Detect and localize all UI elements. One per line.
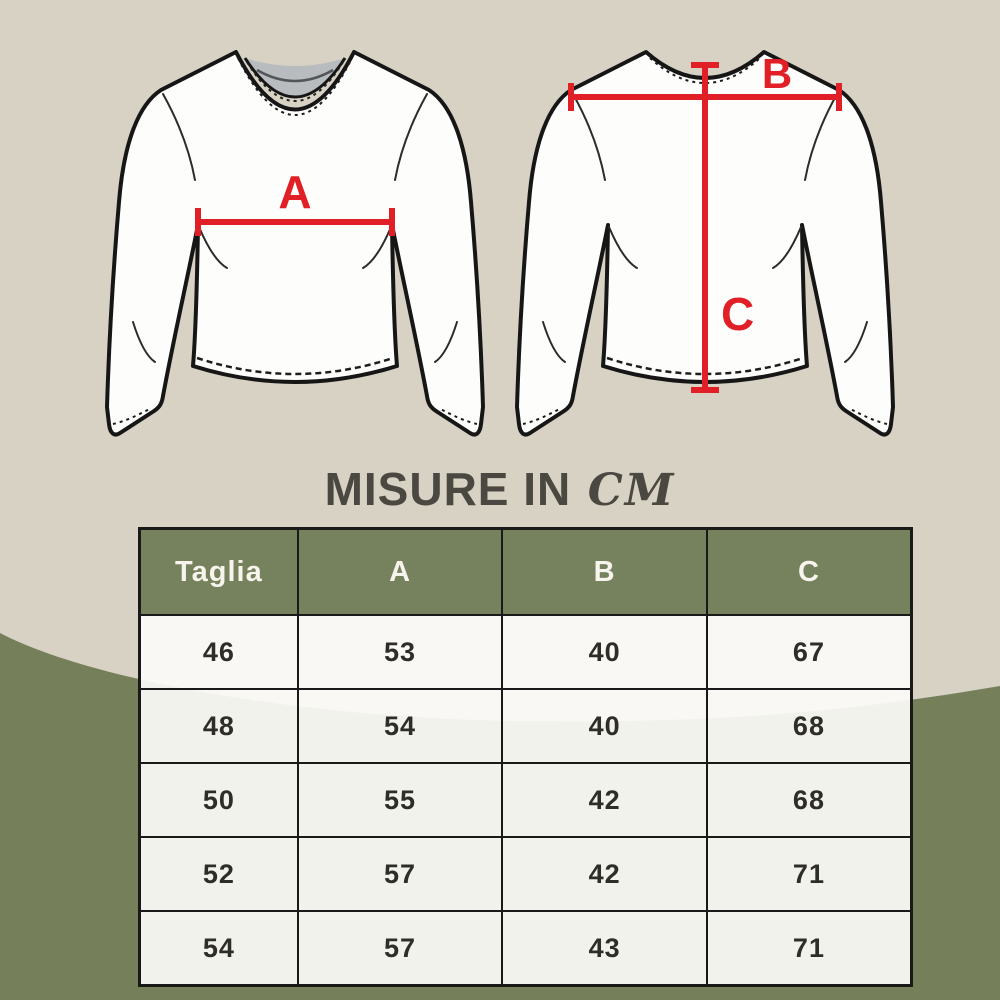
- back-garment-illustration: B C: [515, 50, 895, 437]
- back-left-forearm-crease: [542, 321, 566, 363]
- size-cell: 48: [138, 688, 299, 764]
- back-right-forearm-crease: [844, 321, 868, 363]
- measure-label-b: B: [762, 50, 792, 97]
- size-cell: 57: [296, 910, 504, 987]
- back-hem-stitching: [606, 356, 804, 376]
- col-header-taglia: Taglia: [138, 527, 299, 616]
- measure-label-c: C: [721, 288, 754, 340]
- size-cell: 46: [138, 614, 299, 690]
- title-text: MISURE IN: [324, 463, 572, 515]
- col-header-c: C: [705, 527, 913, 616]
- back-right-sleeve-crease: [804, 93, 838, 181]
- table-row: 46 53 40 67: [138, 614, 913, 690]
- front-right-cuff-stitching: [438, 407, 478, 425]
- size-cell: 67: [705, 614, 913, 690]
- size-cell: 55: [296, 762, 504, 838]
- front-left-sleeve-crease: [162, 93, 196, 181]
- size-table-container: Taglia A B C 46 53 40 67 48 54 40 68 50 55 42 68 52 5…: [138, 527, 913, 987]
- size-table-header: Taglia A B C: [138, 527, 913, 616]
- back-right-cuff-stitching: [848, 407, 888, 425]
- chest-width-measure: A: [195, 166, 395, 236]
- title-unit: CM: [587, 465, 676, 516]
- size-cell: 57: [296, 836, 504, 912]
- size-cell: 43: [501, 910, 708, 987]
- front-garment-illustration: A: [105, 50, 485, 437]
- back-right-underarm-crease: [772, 226, 802, 269]
- size-cell: 71: [705, 836, 913, 912]
- length-measure: C: [691, 62, 754, 393]
- size-cell: 40: [501, 688, 708, 764]
- back-left-underarm-crease: [608, 226, 638, 269]
- measure-label-a: A: [278, 166, 311, 218]
- front-right-forearm-crease: [434, 321, 458, 363]
- header-row: Taglia A B C: [138, 527, 913, 616]
- size-cell: 40: [501, 614, 708, 690]
- col-header-b: B: [501, 527, 708, 616]
- front-right-sleeve-crease: [394, 93, 428, 181]
- size-cell: 42: [501, 762, 708, 838]
- col-header-a: A: [296, 527, 504, 616]
- front-garment-silhouette: [105, 50, 485, 437]
- front-collar-stitching-outer: [237, 57, 353, 116]
- size-table: Taglia A B C 46 53 40 67 48 54 40 68 50 55 42 68 52 5…: [138, 527, 913, 987]
- size-table-body: 46 53 40 67 48 54 40 68 50 55 42 68 52 57 42 71 54 57 43 71: [138, 614, 913, 987]
- size-cell: 68: [705, 762, 913, 838]
- front-left-underarm-crease: [198, 226, 228, 269]
- back-neck-stitching: [649, 57, 761, 84]
- size-cell: 71: [705, 910, 913, 987]
- table-row: 48 54 40 68: [138, 688, 913, 764]
- front-neck-seam: [256, 68, 334, 83]
- size-cell: 53: [296, 614, 504, 690]
- size-cell: 54: [296, 688, 504, 764]
- size-cell: 42: [501, 836, 708, 912]
- table-row: 52 57 42 71: [138, 836, 913, 912]
- front-collar-stitching-inner: [246, 61, 344, 102]
- front-left-cuff-stitching: [112, 407, 152, 425]
- front-right-underarm-crease: [362, 226, 392, 269]
- size-cell: 68: [705, 688, 913, 764]
- front-hem-stitching: [196, 356, 394, 376]
- back-left-cuff-stitching: [522, 407, 562, 425]
- size-cell: 50: [138, 762, 299, 838]
- size-cell: 52: [138, 836, 299, 912]
- table-row: 50 55 42 68: [138, 762, 913, 838]
- page-title: MISURE IN CM: [0, 462, 1000, 516]
- table-row: 54 57 43 71: [138, 910, 913, 987]
- front-left-forearm-crease: [132, 321, 156, 363]
- back-left-sleeve-crease: [572, 93, 606, 181]
- front-collar-inner-edge: [243, 57, 347, 99]
- size-cell: 54: [138, 910, 299, 987]
